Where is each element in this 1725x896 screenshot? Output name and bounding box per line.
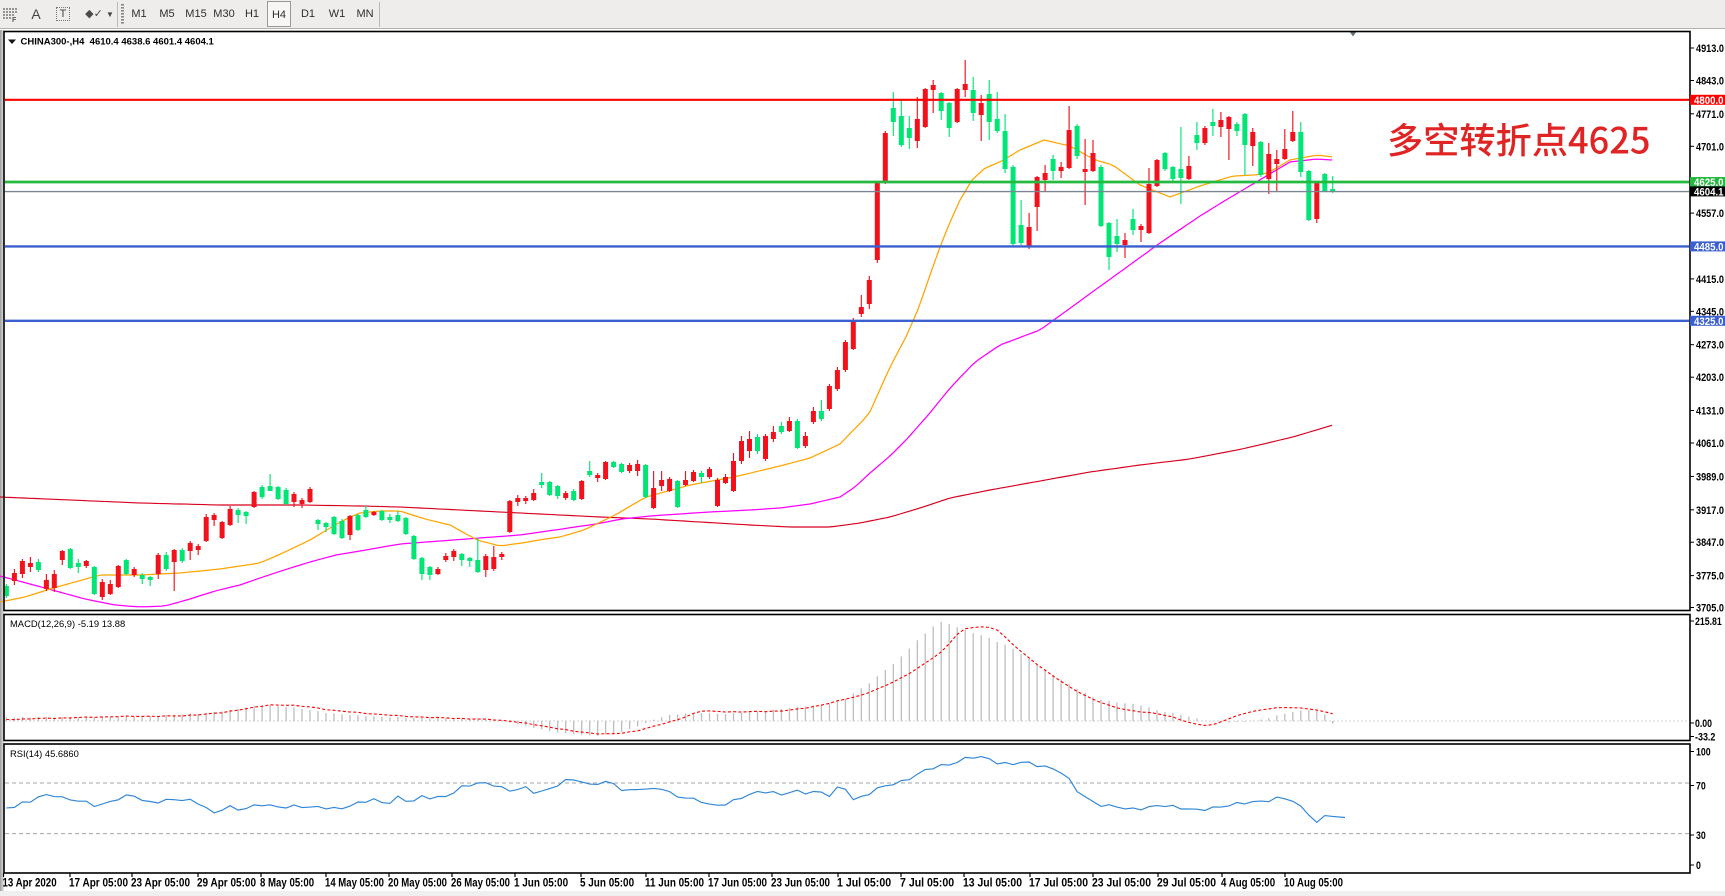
svg-text:-33.2: -33.2 [1695, 732, 1715, 744]
svg-text:100: 100 [1696, 747, 1711, 759]
svg-text:7 Jul 05:00: 7 Jul 05:00 [900, 876, 954, 890]
svg-text:4800.0: 4800.0 [1694, 95, 1724, 107]
svg-text:29 Jul 05:00: 29 Jul 05:00 [1157, 876, 1216, 890]
svg-text:4557.0: 4557.0 [1696, 208, 1724, 220]
svg-text:29 Apr 05:00: 29 Apr 05:00 [197, 876, 256, 890]
svg-text:4843.0: 4843.0 [1696, 76, 1724, 88]
svg-text:MACD(12,26,9) -5.19 13.88: MACD(12,26,9) -5.19 13.88 [10, 618, 125, 629]
svg-text:11 Jun 05:00: 11 Jun 05:00 [645, 876, 704, 890]
svg-text:4485.0: 4485.0 [1694, 241, 1724, 253]
svg-text:4131.0: 4131.0 [1696, 406, 1724, 418]
svg-text:13 Jul 05:00: 13 Jul 05:00 [963, 876, 1022, 890]
svg-text:30: 30 [1696, 830, 1706, 842]
svg-text:70: 70 [1696, 781, 1706, 793]
svg-text:0: 0 [1696, 860, 1701, 872]
svg-text:8 May 05:00: 8 May 05:00 [260, 876, 314, 890]
svg-text:0.00: 0.00 [1695, 718, 1712, 730]
svg-text:13 Apr 2020: 13 Apr 2020 [3, 876, 57, 890]
svg-text:F: F [12, 17, 17, 22]
svg-text:3705.0: 3705.0 [1696, 603, 1724, 615]
svg-text:4604.1: 4604.1 [1694, 186, 1724, 198]
svg-text:10 Aug 05:00: 10 Aug 05:00 [1284, 876, 1343, 890]
svg-text:4203.0: 4203.0 [1696, 372, 1724, 384]
svg-text:4913.0: 4913.0 [1696, 43, 1724, 55]
svg-text:3775.0: 3775.0 [1696, 571, 1724, 583]
svg-text:215.81: 215.81 [1695, 616, 1722, 628]
svg-text:1 Jul 05:00: 1 Jul 05:00 [837, 876, 891, 890]
svg-text:4345.0: 4345.0 [1696, 306, 1724, 318]
svg-text:5 Jun 05:00: 5 Jun 05:00 [580, 876, 634, 890]
svg-text:4273.0: 4273.0 [1696, 340, 1724, 352]
svg-text:26 May 05:00: 26 May 05:00 [451, 876, 510, 890]
svg-text:3847.0: 3847.0 [1696, 537, 1724, 549]
svg-text:23 Apr 05:00: 23 Apr 05:00 [131, 876, 190, 890]
svg-text:CHINA300-,H4 4610.4 4638.6 46: CHINA300-,H4 4610.4 4638.6 4601.4 4604.1 [21, 37, 215, 48]
svg-text:4701.0: 4701.0 [1696, 141, 1724, 153]
svg-text:17 Jul 05:00: 17 Jul 05:00 [1029, 876, 1088, 890]
svg-text:4325.0: 4325.0 [1694, 316, 1724, 328]
svg-text:1 Jun 05:00: 1 Jun 05:00 [514, 876, 568, 890]
svg-text:3917.0: 3917.0 [1696, 505, 1724, 517]
svg-text:23 Jun 05:00: 23 Jun 05:00 [771, 876, 830, 890]
svg-text:4 Aug 05:00: 4 Aug 05:00 [1221, 876, 1275, 890]
svg-text:4771.0: 4771.0 [1696, 109, 1724, 121]
svg-text:20 May 05:00: 20 May 05:00 [388, 876, 447, 890]
svg-text:17 Jun 05:00: 17 Jun 05:00 [708, 876, 767, 890]
svg-text:17 Apr 05:00: 17 Apr 05:00 [69, 876, 128, 890]
svg-text:4625.0: 4625.0 [1694, 177, 1724, 189]
svg-text:RSI(14) 45.6860: RSI(14) 45.6860 [10, 748, 79, 759]
svg-text:4061.0: 4061.0 [1696, 438, 1724, 450]
svg-text:14 May 05:00: 14 May 05:00 [325, 876, 384, 890]
svg-text:3989.0: 3989.0 [1696, 471, 1724, 483]
svg-text:23 Jul 05:00: 23 Jul 05:00 [1092, 876, 1151, 890]
svg-text:4415.0: 4415.0 [1696, 274, 1724, 286]
